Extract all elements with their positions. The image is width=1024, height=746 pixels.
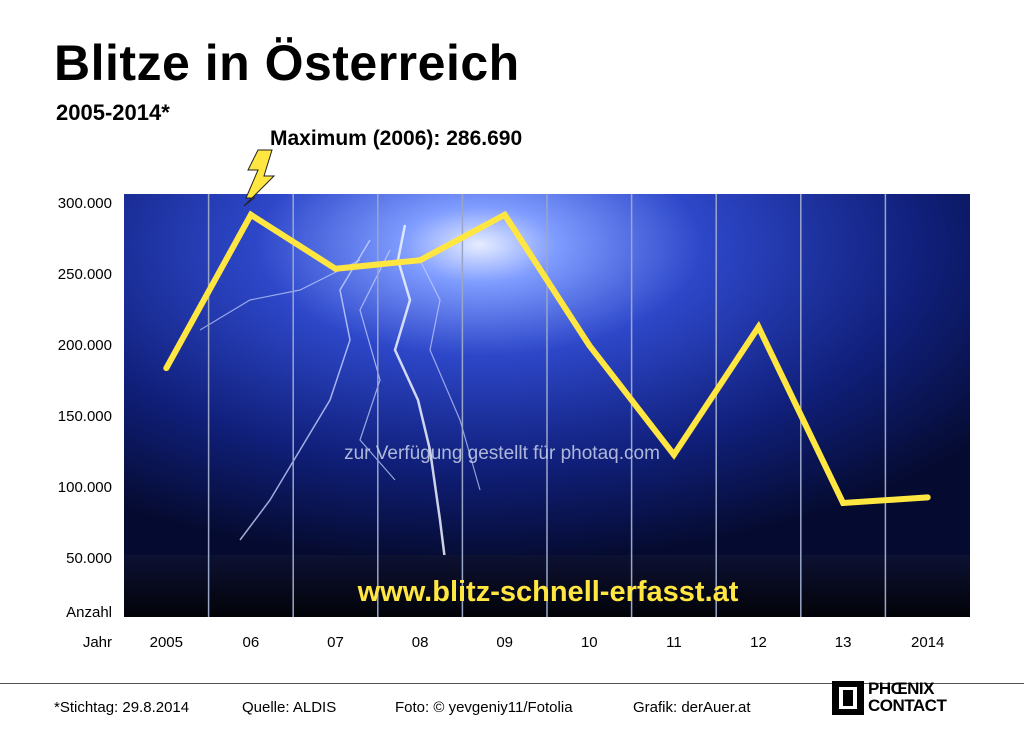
- lightning-branch: [419, 259, 481, 491]
- y-tick-label: 250.000: [58, 266, 112, 283]
- banner-url: www.blitz-schnell-erfasst.at: [357, 576, 739, 608]
- x-tick-label: 09: [496, 634, 513, 651]
- x-tick-label: 10: [581, 634, 598, 651]
- watermark: zur Verfügung gestellt für photaq.com: [344, 443, 660, 464]
- lightning-branch: [359, 249, 396, 481]
- chart-subtitle: 2005-2014*: [56, 100, 170, 125]
- footer-source: Quelle: ALDIS: [242, 699, 337, 716]
- footer-cutoff: *Stichtag: 29.8.2014: [54, 699, 190, 716]
- x-tick-label: 2014: [911, 634, 944, 651]
- category-gridlines: [207, 194, 887, 617]
- data-point: [924, 494, 931, 501]
- data-point: [332, 265, 339, 272]
- y-tick-label: 50.000: [66, 550, 112, 567]
- data-point: [670, 451, 677, 458]
- data-point: [840, 500, 847, 507]
- phoenix-contact-logo: PHŒNIX CONTACT: [832, 679, 972, 717]
- data-point: [417, 257, 424, 264]
- series-line: [163, 210, 928, 507]
- y-axis-ticks: 50.000 100.000 150.000 200.000 250.000 300.00…: [58, 195, 112, 567]
- data-point: [247, 211, 254, 218]
- data-point: [586, 342, 593, 349]
- data-point: [755, 323, 762, 330]
- chart: 50.000 100.000 150.000 200.000 250.000 300.00…: [58, 149, 970, 651]
- lightning-icon: [243, 149, 276, 207]
- x-axis-ticks: 2005 06 07 08 09 10 11 12 13 2014: [150, 634, 945, 651]
- y-tick-label: 300.000: [58, 195, 112, 212]
- lightning-branch: [239, 239, 371, 541]
- footer-photo-credit: Foto: © yevgeniy11/Fotolia: [395, 699, 573, 716]
- x-tick-label: 2005: [150, 634, 183, 651]
- x-tick-label: 11: [666, 634, 682, 651]
- x-axis-label: Jahr: [83, 634, 112, 651]
- lightning-bolt: [393, 224, 447, 561]
- y-tick-label: 150.000: [58, 408, 112, 425]
- lightning-branch: [199, 259, 361, 331]
- x-tick-label: 12: [750, 634, 767, 651]
- x-tick-label: 13: [835, 634, 852, 651]
- footer-graphic-credit: Grafik: derAuer.at: [633, 699, 751, 716]
- y-axis-label: Anzahl: [66, 604, 112, 621]
- y-tick-label: 200.000: [58, 337, 112, 354]
- x-tick-label: 08: [412, 634, 429, 651]
- footer-divider: [0, 683, 1024, 684]
- logo-text: PHŒNIX CONTACT: [868, 679, 947, 715]
- y-tick-label: 100.000: [58, 479, 112, 496]
- x-tick-label: 07: [327, 634, 344, 651]
- x-tick-label: 06: [243, 634, 260, 651]
- chart-title: Blitze in Österreich: [54, 35, 520, 91]
- logo-mark-icon: [832, 681, 864, 715]
- maximum-annotation: Maximum (2006): 286.690: [270, 127, 523, 150]
- data-point: [163, 365, 170, 372]
- data-point: [501, 211, 508, 218]
